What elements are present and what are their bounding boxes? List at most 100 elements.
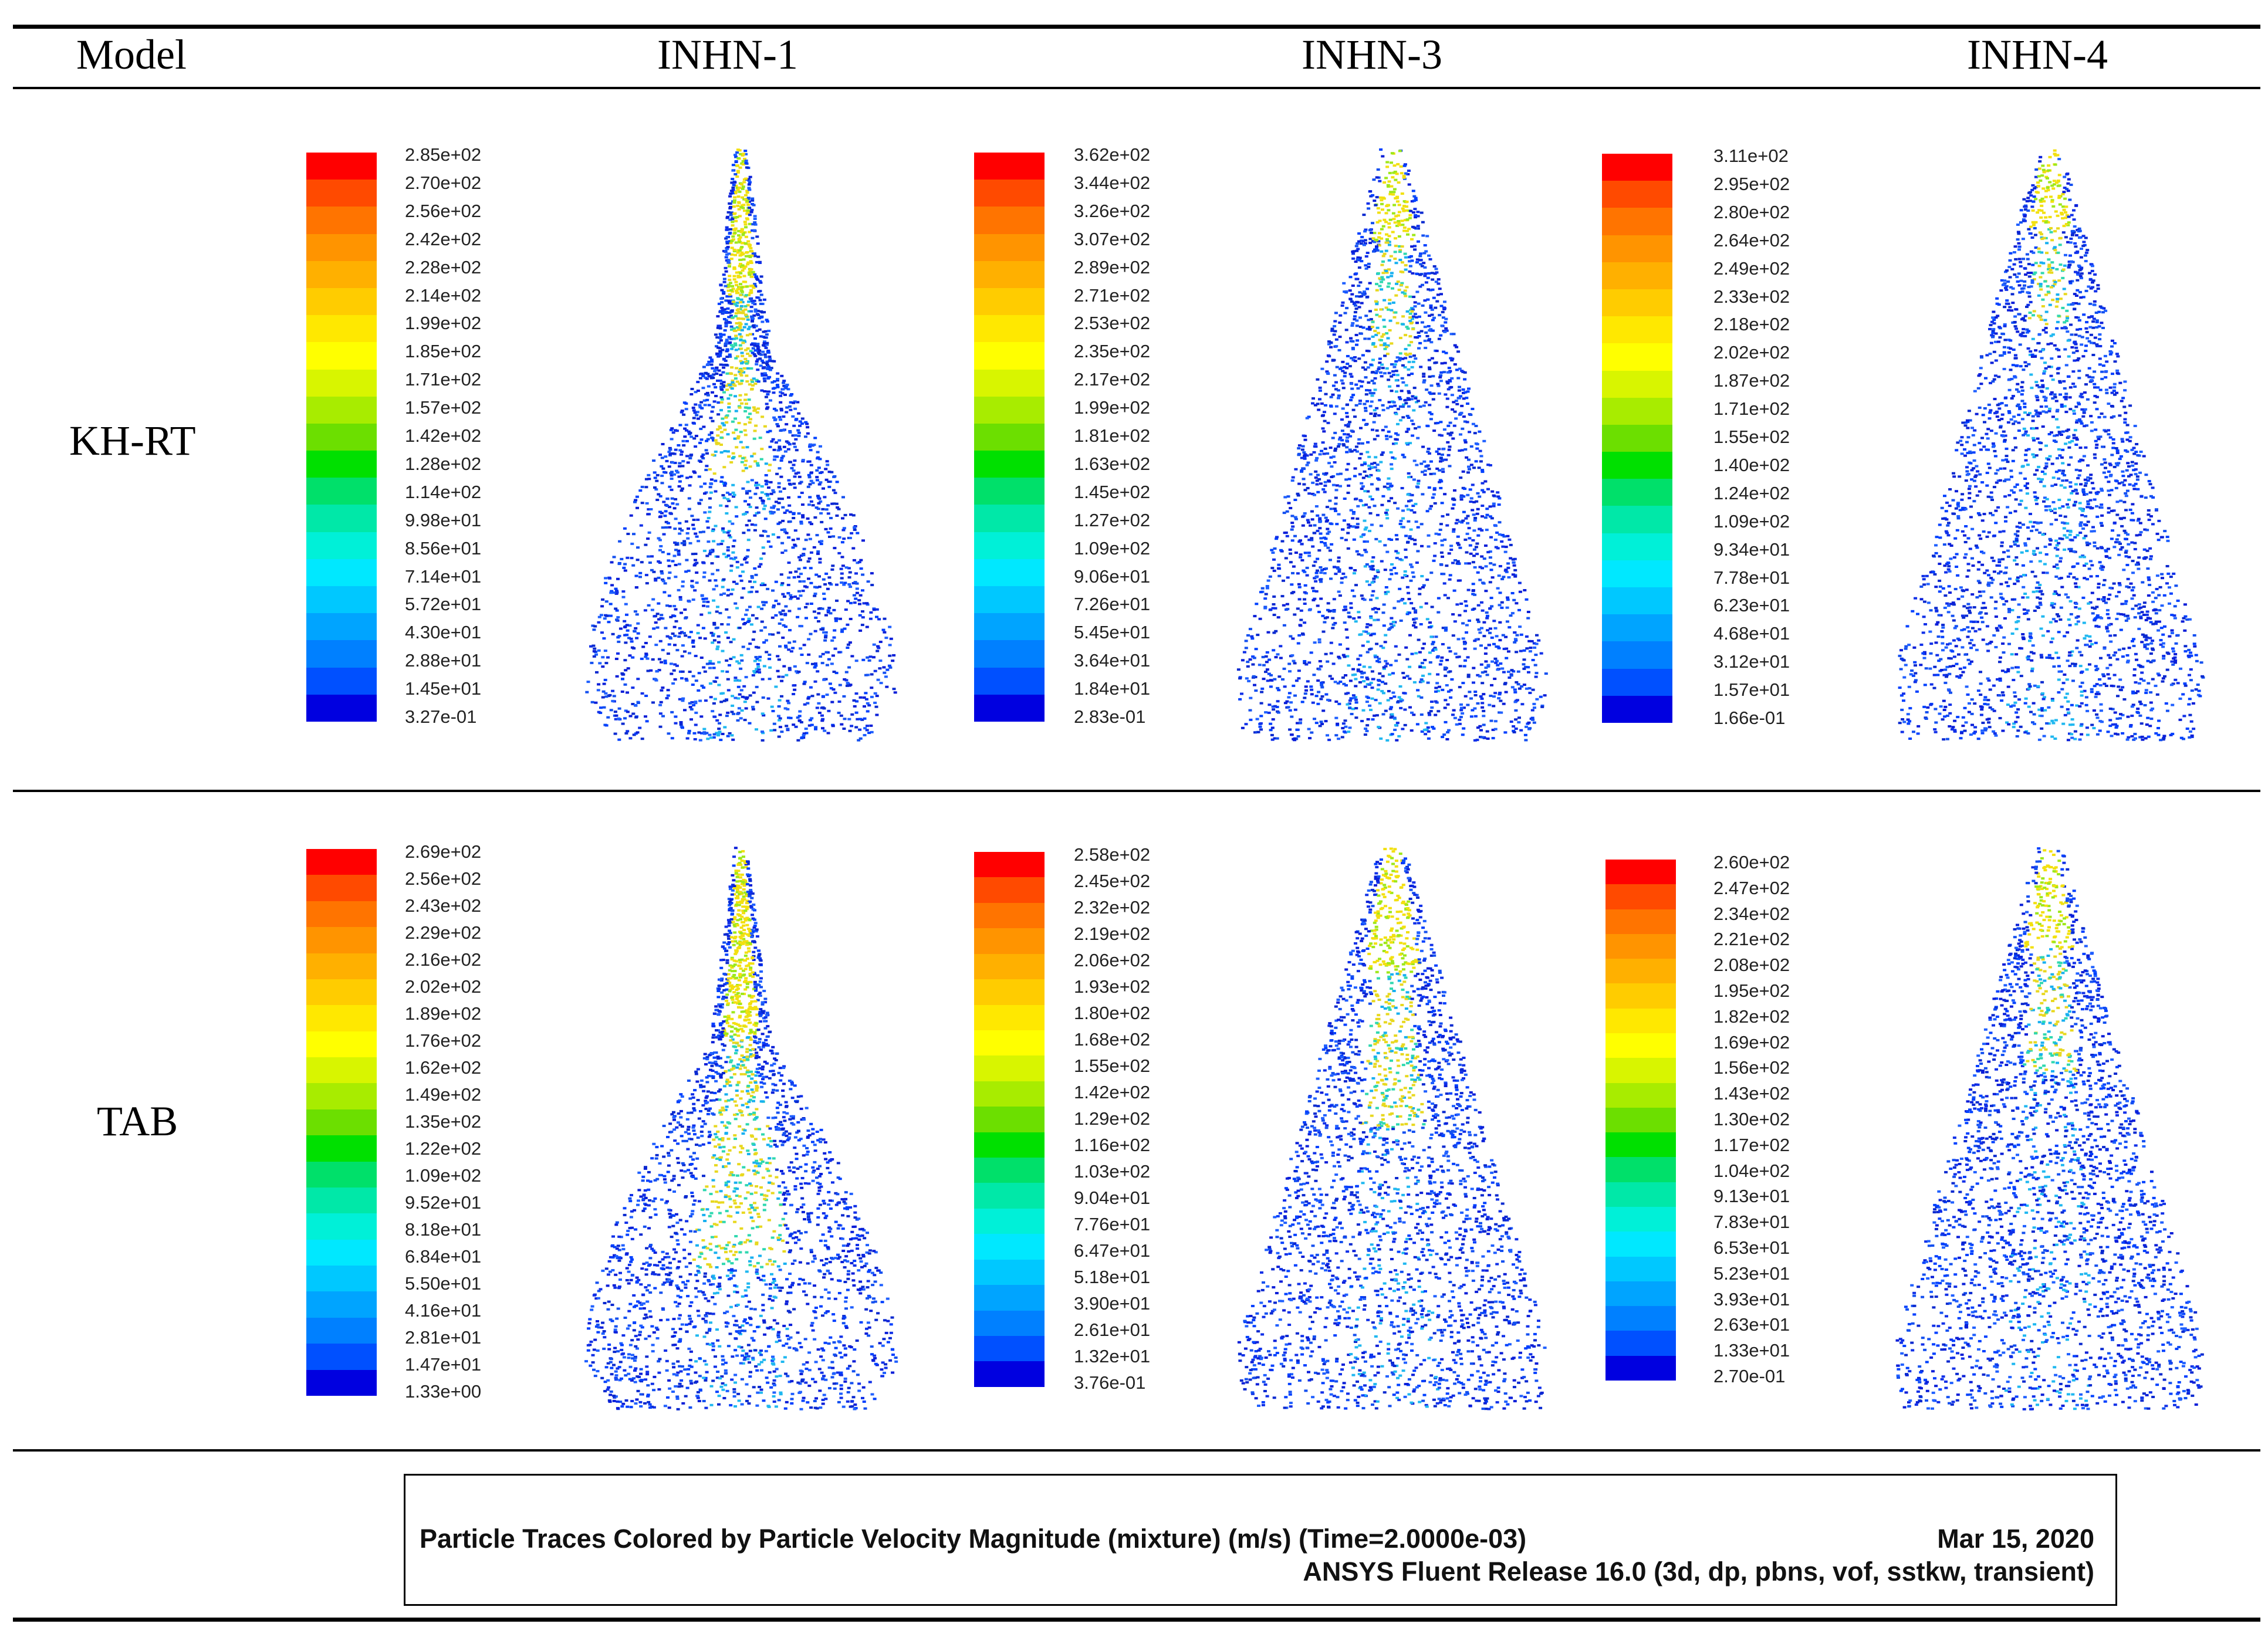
colorbar-tick-label: 2.47e+02 — [1713, 877, 1790, 898]
colorbar-segment — [974, 1158, 1045, 1183]
colorbar-segment — [974, 261, 1045, 288]
colorbar-tick-label: 3.26e+02 — [1074, 200, 1151, 221]
column-header-inhn-1: INHN-1 — [657, 31, 798, 78]
colorbar-segment — [306, 532, 377, 559]
colorbar-tick-label: 1.42e+02 — [1074, 1082, 1151, 1102]
colorbar-segment — [306, 315, 377, 343]
colorbar-tick-label: 1.04e+02 — [1713, 1160, 1790, 1181]
colorbar — [974, 153, 1045, 722]
colorbar-tick-label: 2.85e+02 — [405, 144, 482, 165]
colorbar-segment — [1602, 208, 1672, 235]
colorbar-segment — [306, 261, 377, 288]
colorbar-segment — [1605, 1058, 1676, 1083]
colorbar-tick-label: 2.18e+02 — [1713, 314, 1790, 335]
colorbar-tick-label: 5.23e+01 — [1713, 1263, 1790, 1284]
header-rule — [13, 87, 2260, 89]
colorbar-segment — [306, 927, 377, 953]
colorbar-segment — [1605, 1182, 1676, 1207]
colorbar-tick-label: 1.35e+02 — [405, 1111, 482, 1132]
caption-software: ANSYS Fluent Release 16.0 (3d, dp, pbns,… — [1303, 1557, 2094, 1586]
colorbar-segment — [1602, 533, 1672, 560]
caption-rule — [13, 1449, 2260, 1452]
colorbar-tick-label: 1.80e+02 — [1074, 1003, 1151, 1023]
colorbar-tick-label: 9.52e+01 — [405, 1192, 482, 1213]
colorbar-segment — [974, 369, 1045, 397]
colorbar-tick-label: 7.14e+01 — [405, 566, 482, 587]
colorbar-segment — [306, 1317, 377, 1344]
colorbar-segment — [974, 315, 1045, 343]
colorbar-segment — [1605, 1157, 1676, 1182]
colorbar — [306, 849, 377, 1396]
colorbar-tick-label: 7.26e+01 — [1074, 594, 1151, 615]
colorbar-tick-label: 2.88e+01 — [405, 650, 482, 671]
colorbar-segment — [974, 180, 1045, 207]
colorbar-tick-label: 1.66e-01 — [1713, 708, 1786, 728]
colorbar-segment — [974, 153, 1045, 180]
bottom-rule — [13, 1618, 2260, 1622]
colorbar-segment — [306, 559, 377, 586]
caption-title: Particle Traces Colored by Particle Velo… — [420, 1524, 1527, 1554]
colorbar-tick-label: 1.30e+02 — [1713, 1109, 1790, 1129]
colorbar-segment — [974, 586, 1045, 614]
colorbar-labels: 2.58e+02 2.45e+02 2.32e+02 2.19e+02 2.06e+02… — [1074, 845, 1203, 1392]
colorbar-segment — [974, 505, 1045, 532]
colorbar — [974, 852, 1045, 1387]
colorbar-tick-label: 2.53e+02 — [1074, 313, 1151, 334]
colorbar-tick-label: 3.27e-01 — [405, 706, 477, 727]
colorbar-tick-label: 2.16e+02 — [405, 949, 482, 970]
fluent-caption-box: Particle Traces Colored by Particle Velo… — [404, 1474, 2117, 1606]
colorbar-tick-label: 1.14e+02 — [405, 481, 482, 502]
colorbar-segment — [974, 287, 1045, 316]
colorbar-segment — [306, 1344, 377, 1370]
spray-plot — [1895, 847, 2204, 1410]
colorbar-labels: 2.69e+02 2.56e+02 2.43e+02 2.29e+02 2.16e+02… — [405, 843, 534, 1401]
colorbar-segment — [1602, 262, 1672, 289]
colorbar-tick-label: 2.69e+02 — [405, 841, 482, 862]
colorbar-tick-label: 1.93e+02 — [1074, 976, 1151, 997]
colorbar-tick-label: 1.63e+02 — [1074, 453, 1151, 474]
colorbar-tick-label: 2.06e+02 — [1074, 950, 1151, 970]
colorbar-tick-label: 1.76e+02 — [405, 1030, 482, 1051]
colorbar-segment — [306, 1187, 377, 1214]
colorbar-segment — [1605, 860, 1676, 885]
colorbar-tick-label: 1.55e+02 — [1074, 1055, 1151, 1076]
colorbar-tick-label: 5.50e+01 — [405, 1273, 482, 1294]
colorbar-segment — [974, 953, 1045, 980]
colorbar-segment — [974, 234, 1045, 261]
colorbar-tick-label: 1.33e+00 — [405, 1381, 482, 1402]
colorbar-segment — [1602, 506, 1672, 533]
colorbar-tick-label: 1.85e+02 — [405, 341, 482, 362]
colorbar-tick-label: 2.42e+02 — [405, 228, 482, 249]
colorbar-labels: 2.60e+02 2.47e+02 2.34e+02 2.21e+02 2.08e+02… — [1713, 853, 1843, 1386]
colorbar-tick-label: 1.33e+01 — [1713, 1340, 1790, 1361]
colorbar-segment — [974, 979, 1045, 1005]
colorbar-segment — [306, 640, 377, 668]
column-header-inhn-3: INHN-3 — [1302, 31, 1442, 78]
colorbar-segment — [1605, 1132, 1676, 1158]
colorbar-segment — [974, 478, 1045, 505]
colorbar-segment — [1602, 316, 1672, 344]
colorbar-tick-label: 2.70e+02 — [405, 172, 482, 193]
colorbar-tick-label: 2.32e+02 — [1074, 897, 1151, 918]
colorbar-tick-label: 2.45e+02 — [1074, 871, 1151, 891]
colorbar-tick-label: 1.09e+02 — [1074, 537, 1151, 559]
particle-cloud — [584, 847, 898, 1410]
colorbar-tick-label: 1.32e+01 — [1074, 1346, 1151, 1366]
colorbar-tick-label: 6.47e+01 — [1074, 1240, 1151, 1261]
colorbar-segment — [974, 877, 1045, 903]
colorbar-tick-label: 9.06e+01 — [1074, 566, 1151, 587]
colorbar-tick-label: 1.16e+02 — [1074, 1135, 1151, 1155]
colorbar-segment — [306, 478, 377, 505]
colorbar-tick-label: 1.22e+02 — [405, 1138, 482, 1159]
colorbar-tick-label: 2.56e+02 — [405, 200, 482, 221]
row-label-kh-rt: KH-RT — [69, 417, 196, 464]
colorbar-tick-label: 2.29e+02 — [405, 922, 482, 943]
colorbar-labels: 2.85e+02 2.70e+02 2.56e+02 2.42e+02 2.28e+02… — [405, 146, 534, 726]
colorbar-segment — [974, 1107, 1045, 1132]
colorbar-segment — [306, 396, 377, 424]
colorbar-tick-label: 4.30e+01 — [405, 622, 482, 643]
colorbar-segment — [1605, 1306, 1676, 1331]
colorbar-tick-label: 6.23e+01 — [1713, 595, 1790, 616]
colorbar-tick-label: 1.03e+02 — [1074, 1161, 1151, 1182]
colorbar-tick-label: 1.89e+02 — [405, 1003, 482, 1024]
